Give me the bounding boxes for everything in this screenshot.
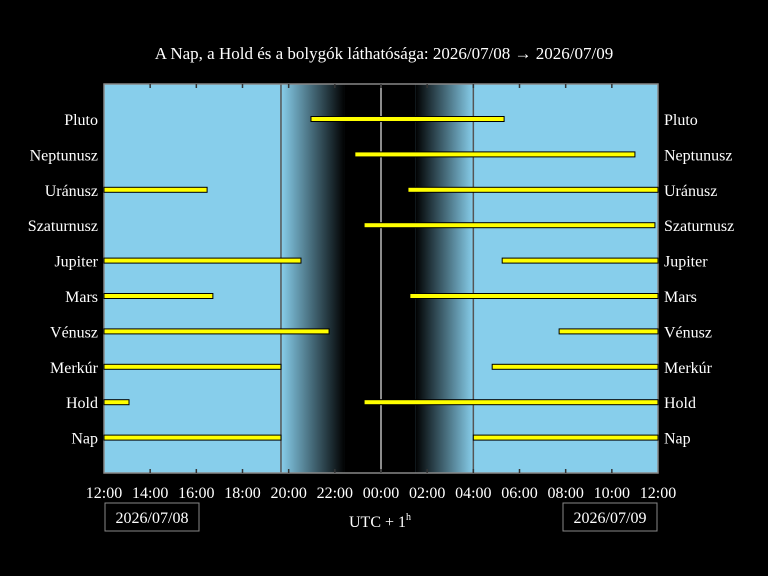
row-label-left: Jupiter bbox=[54, 254, 98, 271]
x-tick-label: 12:00 bbox=[640, 485, 676, 502]
row-label-right: Jupiter bbox=[664, 254, 708, 271]
visibility-bar-merkúr bbox=[103, 363, 282, 370]
row-label-right: Nap bbox=[664, 431, 691, 448]
date-start-box bbox=[104, 502, 200, 532]
chart-title: A Nap, a Hold és a bolygók láthatósága: … bbox=[155, 44, 613, 63]
x-tick-label: 20:00 bbox=[270, 485, 306, 502]
x-tick-label: 06:00 bbox=[501, 485, 537, 502]
row-label-left: Hold bbox=[66, 395, 98, 412]
row-label-left: Merkúr bbox=[50, 360, 99, 377]
row-label-right: Pluto bbox=[664, 112, 698, 129]
row-label-right: Mars bbox=[664, 289, 697, 306]
row-label-right: Neptunusz bbox=[664, 147, 732, 164]
row-label-left: Neptunusz bbox=[30, 147, 98, 164]
row-label-left: Pluto bbox=[64, 112, 98, 129]
row-label-right: Vénusz bbox=[664, 324, 712, 341]
x-tick-label: 00:00 bbox=[363, 485, 399, 502]
row-label-right: Merkúr bbox=[664, 360, 713, 377]
x-tick-label: 10:00 bbox=[594, 485, 630, 502]
x-axis-label: UTC + 1h bbox=[349, 512, 411, 531]
date-start-label: 2026/07/08 bbox=[116, 510, 189, 527]
visibility-bar-pluto bbox=[310, 116, 505, 122]
dusk-twilight bbox=[280, 84, 345, 473]
x-axis-label-text: UTC + 1 bbox=[349, 514, 406, 531]
visibility-bar-jupiter bbox=[501, 257, 659, 264]
date-end-box bbox=[562, 502, 658, 532]
x-tick-label: 16:00 bbox=[178, 485, 214, 502]
visibility-bar-merkúr bbox=[491, 363, 659, 370]
visibility-bar-vénusz bbox=[558, 328, 659, 335]
visibility-bar-szaturnusz bbox=[363, 222, 656, 229]
row-label-right: Szaturnusz bbox=[664, 218, 734, 235]
visibility-bar-uránusz bbox=[103, 186, 208, 193]
visibility-bar-hold bbox=[103, 399, 130, 406]
x-tick-label: 04:00 bbox=[455, 485, 491, 502]
x-tick-label: 02:00 bbox=[409, 485, 445, 502]
dawn-twilight bbox=[415, 84, 474, 473]
row-label-right: Hold bbox=[664, 395, 696, 412]
row-label-left: Uránusz bbox=[45, 183, 98, 200]
x-axis-label-sup: h bbox=[406, 512, 411, 523]
row-label-left: Vénusz bbox=[50, 324, 98, 341]
row-label-right: Uránusz bbox=[664, 183, 717, 200]
visibility-bar-jupiter bbox=[103, 257, 302, 264]
visibility-bar-vénusz bbox=[103, 328, 330, 335]
date-end-label: 2026/07/09 bbox=[574, 510, 647, 527]
x-tick-label: 08:00 bbox=[547, 485, 583, 502]
row-label-left: Mars bbox=[65, 289, 98, 306]
visibility-bar-neptunusz bbox=[354, 151, 636, 158]
visibility-bar-mars bbox=[103, 293, 214, 299]
visibility-bar-hold bbox=[363, 399, 659, 406]
x-tick-label: 18:00 bbox=[224, 485, 260, 502]
x-tick-label: 14:00 bbox=[132, 485, 168, 502]
x-tick-label: 22:00 bbox=[317, 485, 353, 502]
visibility-bar-uránusz bbox=[407, 186, 659, 193]
visibility-bar-nap bbox=[103, 434, 282, 441]
visibility-bar-mars bbox=[409, 293, 659, 299]
x-tick-label: 12:00 bbox=[86, 485, 122, 502]
night-background bbox=[344, 84, 416, 473]
row-label-left: Nap bbox=[71, 431, 98, 448]
visibility-bar-nap bbox=[472, 434, 659, 441]
row-label-left: Szaturnusz bbox=[28, 218, 98, 235]
